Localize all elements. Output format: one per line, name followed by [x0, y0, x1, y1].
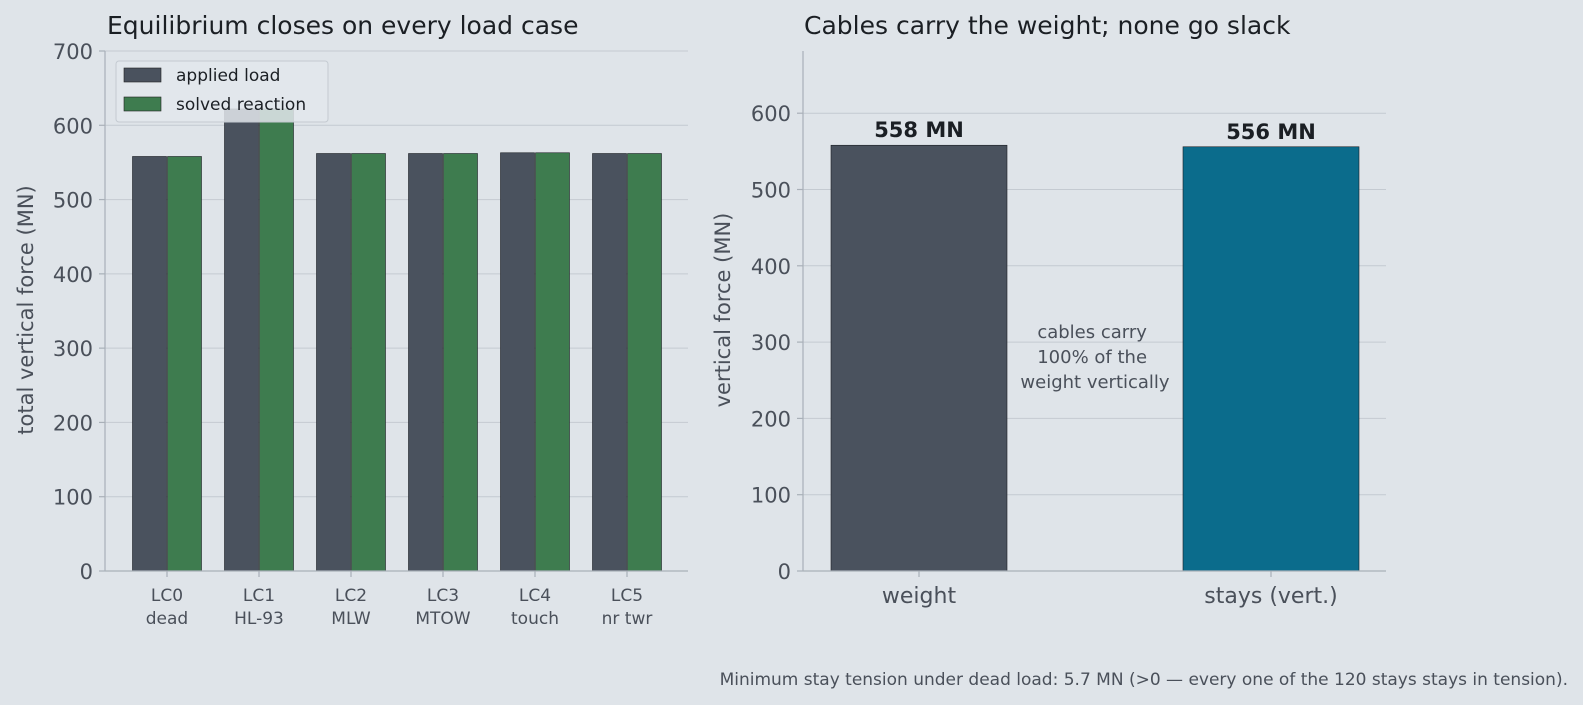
legend-swatch-applied-load — [123, 67, 162, 83]
y-tick-label: 600 — [53, 114, 93, 138]
y-tick-label: 400 — [751, 255, 791, 279]
y-tick-label: 0 — [80, 560, 93, 584]
chart-right-title: Cables carry the weight; none go slack — [804, 11, 1291, 40]
chart-right-y-ticks: 0 100 200 300 400 500 600 — [751, 102, 803, 584]
bar-applied-load-lc2 — [316, 153, 351, 572]
bar-solved-reaction-lc1 — [259, 108, 294, 572]
y-tick-label: 500 — [53, 189, 93, 213]
bar-applied-load-lc5 — [592, 153, 627, 572]
data-label: 556 MN — [1226, 120, 1316, 144]
bar-applied-load-lc1 — [224, 108, 259, 572]
x-tick-label: weight — [882, 584, 957, 609]
bar-weight — [830, 144, 1008, 572]
x-tick-sublabel: HL-93 — [234, 609, 284, 629]
y-tick-label: 300 — [53, 337, 93, 361]
x-tick-label: stays (vert.) — [1204, 584, 1337, 609]
bar-solved-reaction-lc0 — [167, 156, 202, 572]
x-tick-sublabel: MLW — [331, 609, 371, 629]
y-tick-label: 600 — [751, 102, 791, 126]
x-tick-label: LC4 — [519, 586, 551, 606]
bar-solved-reaction-lc4 — [535, 152, 570, 572]
y-tick-label: 100 — [751, 484, 791, 508]
y-tick-label: 500 — [751, 179, 791, 203]
y-tick-label: 0 — [778, 560, 791, 584]
bar-applied-load-lc4 — [500, 152, 535, 572]
x-tick-label: LC3 — [427, 586, 459, 606]
y-tick-label: 200 — [751, 407, 791, 431]
bar-applied-load-lc0 — [132, 156, 167, 572]
bar-solved-reaction-lc3 — [443, 153, 478, 572]
x-tick-label: LC2 — [335, 586, 367, 606]
annotation-line-1: cables carry — [1037, 322, 1147, 343]
chart-right-data-labels: 558 MN 556 MN — [874, 118, 1316, 144]
x-tick-sublabel: nr twr — [602, 609, 653, 629]
chart-left-bars — [132, 108, 662, 572]
data-label: 558 MN — [874, 118, 964, 142]
chart-left-ylabel: total vertical force (MN) — [14, 185, 38, 434]
chart-right-annotation: cables carry 100% of the weight vertical… — [1020, 322, 1170, 393]
legend-label-applied-load: applied load — [176, 66, 280, 86]
chart-right-bars — [830, 144, 1360, 572]
x-tick-sublabel: MTOW — [415, 609, 470, 629]
chart-right-x-ticks: weight stays (vert.) — [882, 571, 1338, 609]
y-tick-label: 400 — [53, 263, 93, 287]
chart-right: Cables carry the weight; none go slack v… — [711, 11, 1386, 609]
chart-left-y-ticks: 0 100 200 300 400 500 600 700 — [53, 40, 105, 584]
bar-applied-load-lc3 — [408, 153, 443, 572]
x-tick-sublabel: touch — [511, 609, 559, 629]
bar-solved-reaction-lc2 — [351, 153, 386, 572]
chart-left-x-ticks: LC0 dead LC1 HL-93 LC2 MLW LC3 MTOW LC4 touch LC5 n… — [146, 571, 653, 629]
x-tick-label: LC0 — [151, 586, 183, 606]
chart-left-legend: applied load solved reaction — [115, 60, 329, 123]
legend-label-solved-reaction: solved reaction — [176, 95, 306, 115]
legend-swatch-solved-reaction — [123, 96, 162, 112]
annotation-line-3: weight vertically — [1020, 372, 1170, 393]
bar-solved-reaction-lc5 — [627, 153, 662, 572]
x-tick-label: LC1 — [243, 586, 275, 606]
y-tick-label: 200 — [53, 411, 93, 435]
y-tick-label: 300 — [751, 331, 791, 355]
chart-left: Equilibrium closes on every load case to… — [14, 11, 688, 629]
footer-note: Minimum stay tension under dead load: 5.… — [720, 670, 1568, 690]
x-tick-label: LC5 — [611, 586, 643, 606]
annotation-line-2: 100% of the — [1037, 347, 1147, 368]
chart-left-title: Equilibrium closes on every load case — [107, 11, 578, 40]
bar-stays-vert — [1182, 146, 1360, 572]
x-tick-sublabel: dead — [146, 609, 188, 629]
y-tick-label: 700 — [53, 40, 93, 64]
legend-box — [115, 60, 329, 123]
chart-right-ylabel: vertical force (MN) — [711, 213, 735, 408]
y-tick-label: 100 — [53, 486, 93, 510]
chart-left-grid — [105, 50, 688, 498]
